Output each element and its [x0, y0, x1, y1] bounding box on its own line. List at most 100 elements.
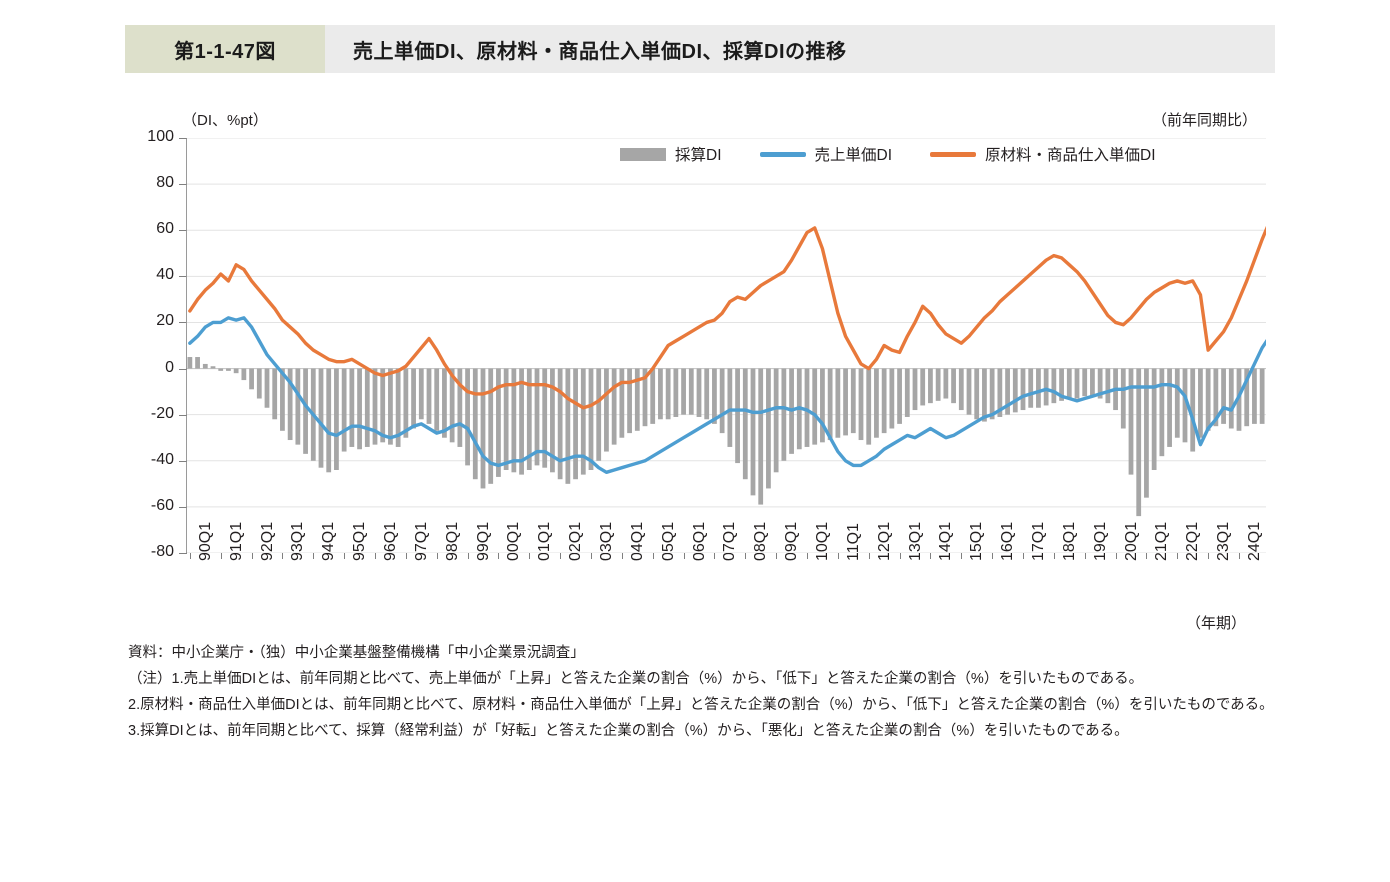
bar-saisan-di — [534, 368, 540, 466]
chart-svg — [186, 138, 1266, 553]
bar-saisan-di — [1120, 368, 1126, 429]
bar-saisan-di — [1066, 368, 1072, 399]
x-tick-mark — [189, 553, 191, 559]
legend-item-uriage[interactable]: 売上単価DI — [759, 143, 892, 165]
bar-saisan-di — [1020, 368, 1026, 411]
bar-saisan-di — [1136, 368, 1142, 517]
bar-saisan-di — [411, 368, 416, 429]
bar-saisan-di — [681, 368, 686, 415]
x-tick-mark — [1084, 553, 1086, 559]
x-tick-mark — [807, 553, 808, 559]
legend-swatch-line-icon — [930, 151, 977, 157]
bar-saisan-di — [881, 368, 887, 434]
y-tick-label: 20 — [156, 312, 174, 330]
bar-saisan-di — [480, 368, 486, 489]
y-tick-label: 80 — [156, 174, 174, 192]
chart-legend: 採算DI 売上単価DI 原材料・商品仕入単価DI — [620, 143, 1156, 165]
bar-saisan-di — [357, 368, 362, 450]
bar-saisan-di — [1097, 368, 1103, 399]
bar-saisan-di — [388, 368, 393, 445]
bar-saisan-di — [696, 368, 702, 417]
x-tick-mark — [652, 553, 654, 559]
x-tick-mark — [745, 553, 747, 559]
bar-saisan-di — [372, 368, 378, 445]
bar-saisan-di — [850, 368, 856, 434]
note-source: 資料：中小企業庁・（独）中小企業基盤整備機構「中小企業景況調査」 — [128, 645, 585, 661]
y-tick-mark — [179, 460, 187, 462]
bar-saisan-di — [688, 368, 694, 415]
bar-saisan-di — [611, 368, 617, 445]
legend-item-saisan[interactable]: 採算DI — [620, 143, 722, 165]
x-tick-mark — [375, 553, 376, 559]
x-tick-mark — [1115, 553, 1117, 559]
bar-saisan-di — [457, 368, 463, 447]
bar-saisan-di — [496, 368, 501, 477]
bar-saisan-di — [974, 368, 980, 420]
bar-saisan-di — [1051, 368, 1057, 404]
legend-label-saisan: 採算DI — [675, 147, 722, 164]
bar-saisan-di — [1144, 368, 1149, 498]
x-tick-mark — [436, 553, 438, 559]
y-tick-mark — [179, 322, 187, 324]
bar-saisan-di — [503, 368, 509, 470]
bar-saisan-di — [1090, 368, 1095, 397]
bar-saisan-di — [472, 368, 478, 480]
x-tick-mark — [591, 553, 592, 559]
x-tick-mark — [1053, 553, 1055, 559]
bar-saisan-di — [272, 368, 278, 420]
x-tick-mark — [683, 553, 685, 559]
chart-container: （DI、%pt） （前年同期比） （年期） 採算DI 売上単価DI 原材料・商品… — [0, 95, 1390, 640]
bar-saisan-di — [1082, 368, 1088, 397]
bar-saisan-di — [1174, 368, 1180, 438]
y-tick-label: 60 — [156, 220, 174, 238]
bar-saisan-di — [727, 368, 733, 447]
y-tick-label: -80 — [150, 543, 174, 560]
bar-saisan-di — [712, 368, 717, 424]
bar-saisan-di — [673, 368, 679, 417]
x-tick-mark — [313, 553, 315, 559]
bar-saisan-di — [233, 368, 239, 374]
note-3: 3.採算DIとは、前年同期と比べて、採算（経常利益）が「好転」と答えた企業の割合… — [128, 723, 1129, 739]
y-tick-mark — [179, 414, 187, 416]
bar-saisan-di — [1259, 368, 1265, 424]
bar-saisan-di — [187, 357, 193, 369]
x-tick-mark — [899, 553, 901, 559]
bar-saisan-di — [827, 368, 833, 441]
x-tick-mark — [776, 553, 778, 559]
bar-saisan-di — [550, 368, 555, 473]
bar-saisan-di — [519, 368, 524, 475]
x-tick-mark — [529, 553, 531, 559]
bar-saisan-di — [449, 368, 455, 443]
bar-saisan-di — [820, 368, 825, 443]
bar-saisan-di — [334, 368, 339, 470]
bar-saisan-di — [904, 368, 910, 417]
bar-saisan-di — [750, 368, 756, 496]
bar-saisan-di — [442, 368, 447, 438]
bar-saisan-di — [1198, 368, 1203, 438]
bar-saisan-di — [295, 368, 301, 445]
legend-item-genzairyo[interactable]: 原材料・商品仕入単価DI — [930, 143, 1156, 165]
bar-saisan-di — [742, 368, 748, 480]
bar-saisan-di — [249, 368, 254, 390]
bar-saisan-di — [804, 368, 810, 447]
bar-saisan-di — [658, 368, 663, 420]
bar-saisan-di — [1043, 368, 1049, 406]
bar-saisan-di — [866, 368, 872, 445]
bar-saisan-di — [665, 368, 671, 420]
x-tick-mark — [1146, 553, 1148, 559]
bar-saisan-di — [318, 368, 324, 468]
bar-saisan-di — [195, 357, 200, 369]
bar-saisan-di — [1128, 368, 1134, 475]
bar-saisan-di — [226, 368, 231, 371]
bar-saisan-di — [1167, 368, 1172, 447]
plot-area — [186, 138, 1266, 553]
bar-saisan-di — [303, 368, 308, 454]
bar-saisan-di — [943, 368, 949, 399]
y-tick-mark — [179, 138, 187, 139]
y-tick-label: -20 — [150, 404, 174, 422]
legend-swatch-line-icon — [759, 151, 806, 157]
y-tick-mark — [179, 368, 187, 370]
x-tick-mark — [992, 553, 994, 559]
bar-saisan-di — [874, 368, 879, 438]
